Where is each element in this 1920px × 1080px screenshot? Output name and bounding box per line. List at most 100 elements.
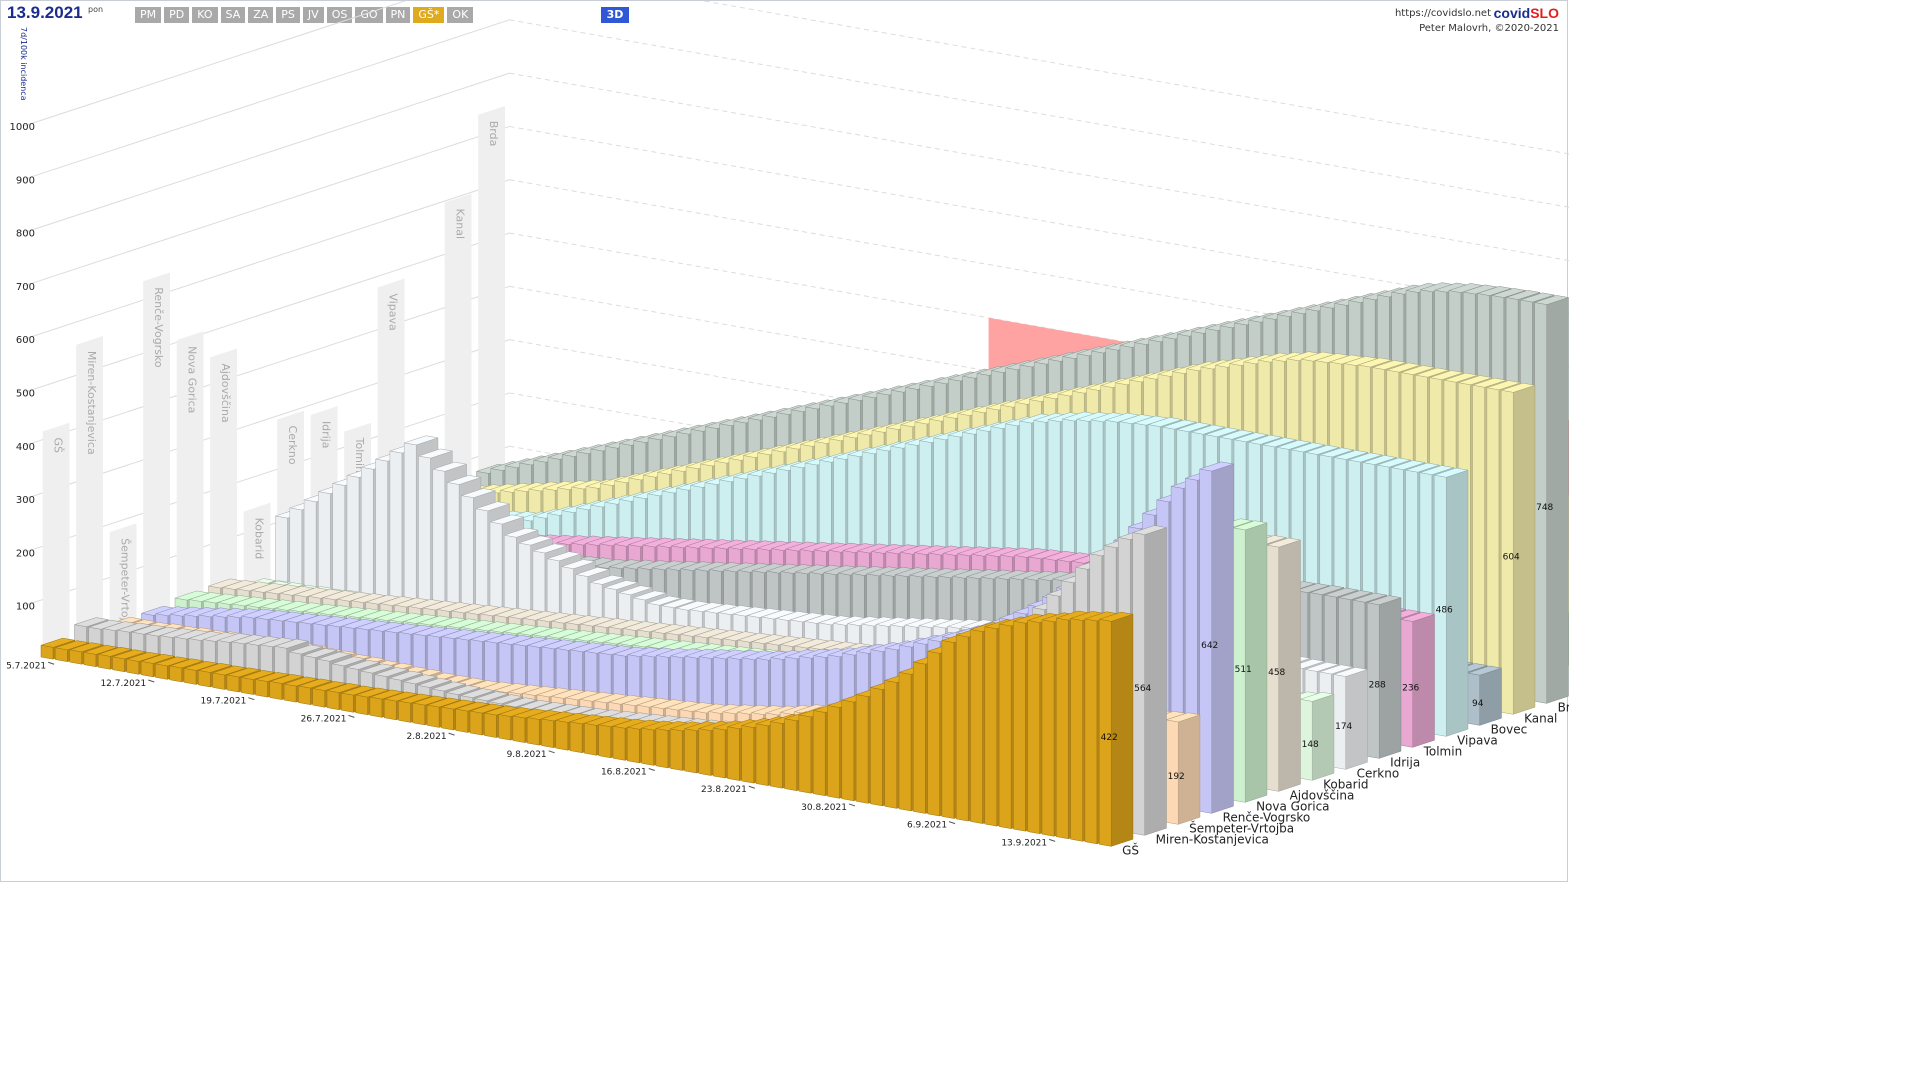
bar [1433,467,1469,737]
tab-4[interactable]: ZA [248,7,274,23]
tab-0[interactable]: PM [135,7,162,23]
gridline-y-200 [23,392,510,553]
brand-logo: covidSLO [1494,5,1559,21]
tower-4 [176,331,204,613]
ytick-label: 200 [16,548,35,559]
current-date: 13.9.2021 [7,3,83,22]
tower-0 [42,422,70,657]
brand-part-b: SLO [1530,5,1559,21]
bar [1299,691,1335,781]
tab-2[interactable]: KO [192,7,218,23]
series-label: Ajdovščina [1290,788,1355,802]
gridline-y-600 [23,179,510,340]
tower-label: Kobarid [253,518,266,560]
date-label: 12.7.2021 [100,679,146,689]
date-label: 26.7.2021 [301,714,347,724]
date-axis: 5.7.2021 12.7.2021 19.7.2021 26.7.2021 2.8.2… [6,661,1056,848]
gridline-y-500 [23,232,510,394]
bar [1366,595,1402,759]
tower-5 [210,348,237,602]
date-label: 5.7.2021 [6,661,46,671]
series-label: Renče-Vogrsko [1223,810,1311,824]
tab-6[interactable]: JV [302,7,324,23]
date-tick [548,750,555,754]
series-last-value: 458 [1268,668,1285,678]
gridline-back-900 [509,19,1569,208]
date-label: 9.8.2021 [507,750,547,760]
date-tick [1048,838,1056,842]
ytick-label: 300 [16,495,35,506]
series-last-value: 94 [1472,699,1484,709]
ytick-label: 600 [16,335,35,346]
series-last-value: 148 [1302,740,1319,750]
gridline-y-400 [23,285,510,447]
date-label: 30.8.2021 [801,803,847,813]
gridline-y-700 [23,125,510,287]
tab-7[interactable]: OS [326,7,353,23]
weekday-label: pon [88,5,104,14]
tab-1[interactable]: PD [164,7,190,23]
series-label: Idrija [1390,755,1420,769]
gridline-y-800 [23,72,510,234]
series-last-value: 236 [1402,683,1419,693]
tower-label: Šempeter-Vrtojba [119,538,132,634]
series-label: Kanal [1524,711,1557,725]
series-label: Tolmin [1423,744,1463,758]
tower-label: Kanal [454,209,467,240]
date-label: 13.9.2021 [1001,838,1047,848]
bar [1333,667,1368,770]
date-label: 19.7.2021 [201,697,247,707]
bar [1098,611,1134,847]
bars: 748 Brda 604 Kanal 94 Bovec 486 Vipava 236 Tolmin… [40,282,1569,857]
ytick-label: 900 [16,175,35,186]
gridline-y-1000 [23,1,407,127]
date-tick [348,714,355,718]
tab-3[interactable]: SA [220,7,246,23]
series-last-value: 511 [1235,665,1252,675]
region-tabs: PM PD KO SA ZA PS JV OS GO PN GŠ* OK [135,7,474,23]
date-tick [448,732,455,736]
series-last-value: 642 [1201,641,1218,651]
gridline-y-900 [23,19,510,180]
series-label: Vipava [1457,733,1498,747]
view-3d-button[interactable]: 3D [601,7,629,23]
tower-6 [243,502,271,591]
tab-5[interactable]: PS [276,7,300,23]
series-label: Miren-Kostanjevica [1156,832,1269,846]
site-url[interactable]: https://covidslo.net [1394,8,1491,19]
series-label: GŠ [1122,842,1139,857]
brand-part-a: covid [1493,5,1531,21]
gridline-back-800 [509,72,1569,262]
copyright: Peter Malovrh, ©2020-2021 [1419,23,1559,34]
series-last-value: 564 [1134,684,1151,694]
tab-10[interactable]: GŠ* [413,7,445,23]
tab-11[interactable]: OK [447,7,474,23]
date-label: 23.8.2021 [701,785,747,795]
chart-frame: 13.9.2021 pon PM PD KO SA ZA PS JV OS GO PN GŠ* OK … [0,0,1569,882]
bar [1400,612,1435,748]
chart-3d: 100 200 300 400 500 600 700 800 900 1000 7d/100k i… [6,1,1569,857]
date-tick [648,768,655,771]
series-last-value: 174 [1335,722,1352,732]
date-label: 2.8.2021 [406,732,446,742]
date-tick [748,785,756,789]
gridline-y-300 [23,339,510,500]
tower-2 [109,523,137,635]
date-tick [47,661,55,665]
bar [1266,537,1301,792]
tower-label: Miren-Kostanjevica [85,351,98,455]
bar [1165,712,1201,825]
tower-13 [478,105,505,514]
series-last-value: 288 [1369,680,1386,690]
tower-label: Nova Gorica [186,346,199,413]
series-label: Cerkno [1357,766,1400,780]
tab-9[interactable]: PN [385,7,411,23]
series-label: Šempeter-Vrtojba [1189,820,1294,835]
gridline-back-1000 [701,1,1569,155]
series-label: Nova Gorica [1256,799,1329,813]
series-last-value: 192 [1168,772,1185,782]
ytick-label: 800 [16,229,35,240]
tower-label: Ajdovščina [219,363,232,422]
date-tick [148,679,155,683]
ytick-label: 700 [16,282,35,293]
